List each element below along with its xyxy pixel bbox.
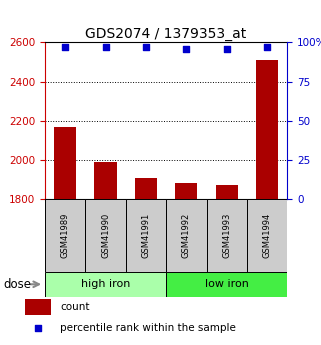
Bar xyxy=(54,127,76,199)
Text: dose: dose xyxy=(3,278,31,291)
Point xyxy=(224,46,229,51)
Bar xyxy=(256,60,278,199)
Bar xyxy=(216,185,238,199)
Point xyxy=(63,45,68,50)
Bar xyxy=(94,162,117,199)
Bar xyxy=(25,299,51,315)
Text: GSM41991: GSM41991 xyxy=(142,213,151,258)
Bar xyxy=(85,199,126,272)
Point xyxy=(143,45,149,50)
Point xyxy=(265,45,270,50)
Point xyxy=(35,325,40,331)
Bar xyxy=(45,272,166,297)
Point xyxy=(103,45,108,50)
Bar xyxy=(175,183,197,199)
Text: percentile rank within the sample: percentile rank within the sample xyxy=(60,323,236,333)
Text: GSM41989: GSM41989 xyxy=(61,213,70,258)
Bar xyxy=(45,199,85,272)
Bar xyxy=(206,199,247,272)
Text: GSM41993: GSM41993 xyxy=(222,213,231,258)
Point xyxy=(184,46,189,51)
Bar xyxy=(247,199,287,272)
Title: GDS2074 / 1379353_at: GDS2074 / 1379353_at xyxy=(85,27,247,41)
Bar xyxy=(135,178,157,199)
Text: GSM41990: GSM41990 xyxy=(101,213,110,258)
Bar xyxy=(166,199,206,272)
Text: low iron: low iron xyxy=(205,279,249,289)
Bar xyxy=(126,199,166,272)
Text: high iron: high iron xyxy=(81,279,130,289)
Text: count: count xyxy=(60,302,90,312)
Text: GSM41994: GSM41994 xyxy=(263,213,272,258)
Bar xyxy=(166,272,287,297)
Text: GSM41992: GSM41992 xyxy=(182,213,191,258)
